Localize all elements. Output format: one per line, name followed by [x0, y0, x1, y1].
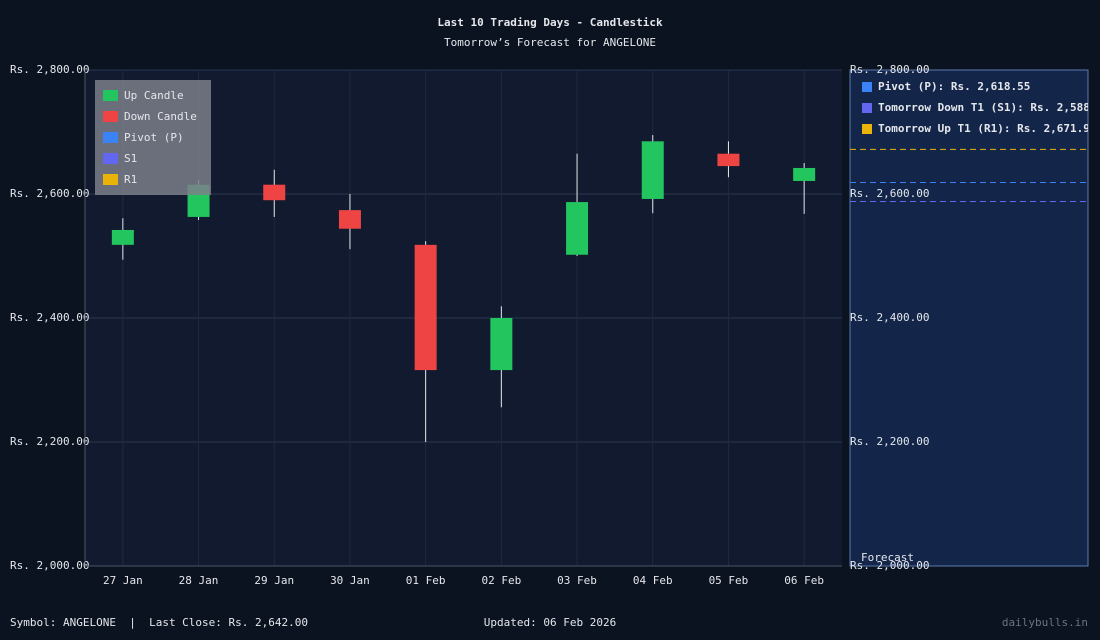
forecast-label: Forecast [861, 551, 914, 564]
x-tick-label: 05 Feb [709, 574, 749, 587]
legend-label: S1 [124, 152, 137, 165]
candle-body [414, 244, 437, 371]
y2-tick-label: Rs. 2,000.00 [850, 559, 929, 572]
legend-swatch [103, 90, 118, 101]
legend-label: Pivot (P) [124, 131, 184, 144]
candle-body [641, 141, 664, 199]
y-tick-label: Rs. 2,600.00 [10, 187, 89, 200]
x-tick-label: 29 Jan [254, 574, 294, 587]
y2-tick-label: Rs. 2,600.00 [850, 187, 929, 200]
x-tick-label: 04 Feb [633, 574, 673, 587]
level-label: Pivot (P): Rs. 2,618.55 [878, 80, 1030, 93]
y2-tick-label: Rs. 2,200.00 [850, 435, 929, 448]
level-swatch [862, 103, 872, 113]
level-swatch [862, 82, 872, 92]
footer-symbol: Symbol: ANGELONE | Last Close: Rs. 2,642… [10, 616, 308, 629]
y2-tick-label: Rs. 2,800.00 [850, 63, 929, 76]
forecast-panel [849, 69, 1089, 567]
forecast-levels: Pivot (P): Rs. 2,618.55 Tomorrow Down T1 … [850, 80, 1090, 202]
x-tick-label: 06 Feb [784, 574, 824, 587]
y-tick-label: Rs. 2,800.00 [10, 63, 89, 76]
x-tick-label: 02 Feb [481, 574, 521, 587]
legend-label: Down Candle [124, 110, 197, 123]
candle-body [793, 167, 816, 181]
x-tick-label: 28 Jan [179, 574, 219, 587]
chart-title: Last 10 Trading Days - Candlestick [437, 16, 663, 29]
candle-body [717, 153, 740, 167]
x-tick-label: 27 Jan [103, 574, 143, 587]
legend-label: R1 [124, 173, 137, 186]
candle-body [566, 202, 589, 255]
legend-swatch [103, 153, 118, 164]
y-tick-label: Rs. 2,200.00 [10, 435, 89, 448]
legend-label: Up Candle [124, 89, 184, 102]
y-tick-label: Rs. 2,400.00 [10, 311, 89, 324]
candle-body [490, 318, 513, 371]
level-label: Tomorrow Up T1 (R1): Rs. 2,671.9 [878, 122, 1090, 135]
y-tick-label: Rs. 2,000.00 [10, 559, 89, 572]
legend-swatch [103, 174, 118, 185]
x-tick-label: 03 Feb [557, 574, 597, 587]
footer-brand: dailybulls.in [1002, 616, 1088, 629]
candle-body [111, 229, 134, 245]
candle-body [338, 210, 361, 229]
footer-updated: Updated: 06 Feb 2026 [484, 616, 616, 629]
level-label: Tomorrow Down T1 (S1): Rs. 2,588 [878, 101, 1090, 114]
level-swatch [862, 124, 872, 134]
chart-subtitle: Tomorrow’s Forecast for ANGELONE [444, 36, 656, 49]
candle-body [263, 184, 286, 201]
legend-swatch [103, 132, 118, 143]
x-tick-label: 01 Feb [406, 574, 446, 587]
y2-tick-label: Rs. 2,400.00 [850, 311, 929, 324]
x-tick-label: 30 Jan [330, 574, 370, 587]
legend-swatch [103, 111, 118, 122]
